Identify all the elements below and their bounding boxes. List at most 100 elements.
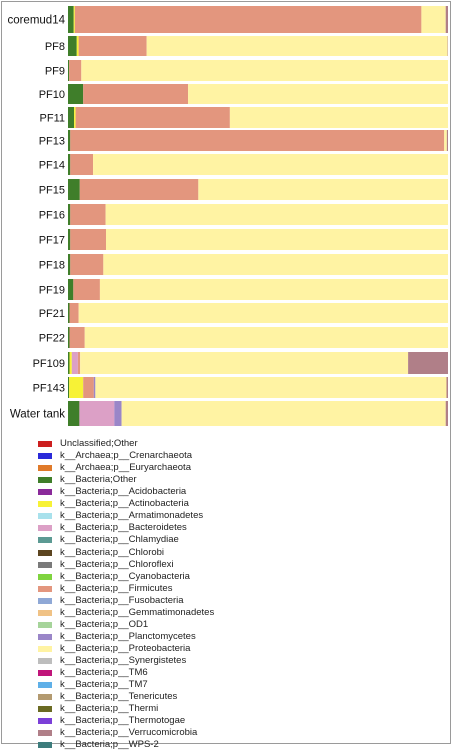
category-label: PF18 [39, 260, 65, 272]
category-label: PF21 [39, 308, 65, 320]
category-label: PF22 [39, 333, 65, 345]
legend-swatch [38, 706, 52, 712]
bar-segment [68, 303, 70, 323]
legend-swatch [38, 513, 52, 519]
bar-segment [421, 6, 445, 33]
legend-swatch [38, 453, 52, 459]
bar-segment [85, 327, 448, 348]
legend-label: Unclassified;Other [60, 438, 138, 450]
legend-label: k__Bacteria;p__Chlorobi [60, 547, 164, 559]
legend-swatch [38, 646, 52, 652]
legend-label: k__Bacteria;p__Bacteroidetes [60, 522, 187, 534]
category-label: PF16 [39, 210, 65, 222]
bar-segment [95, 377, 446, 398]
legend-swatch [38, 694, 52, 700]
category-label: PF10 [39, 89, 65, 101]
bar-segment [79, 401, 114, 426]
category-label: PF143 [33, 383, 65, 395]
bar-segment [70, 130, 444, 151]
legend-swatch [38, 477, 52, 483]
bar-segment [68, 179, 80, 200]
bar-segment [447, 130, 448, 151]
legend-swatch [38, 441, 52, 447]
bar-segment [79, 303, 448, 323]
bar-segment [68, 6, 74, 33]
category-label: PF15 [39, 185, 65, 197]
bar-segment [69, 60, 81, 81]
bar-segment [69, 377, 83, 398]
legend-label: k__Bacteria;p__Fusobacteria [60, 595, 184, 607]
bar-segment [68, 352, 70, 374]
bar-segment [122, 401, 446, 426]
legend-label: k__Bacteria;p__Armatimonadetes [60, 510, 203, 522]
bar-segment [408, 352, 448, 374]
bar-segment [446, 401, 448, 426]
legend-swatch [38, 465, 52, 471]
bar-segment [83, 84, 188, 104]
bar-segment [93, 154, 448, 175]
bar-segment [70, 327, 85, 348]
bar-segment [68, 107, 74, 128]
bar-segment [70, 352, 72, 374]
bar-segment [446, 6, 448, 33]
bar-segment [68, 36, 77, 56]
bar-segment [68, 229, 70, 250]
legend-label: k__Bacteria;p__Actinobacteria [60, 498, 189, 510]
legend-label: k__Bacteria;p__OD1 [60, 619, 148, 631]
legend-label: k__Bacteria;p__Chlamydiae [60, 534, 179, 546]
bar-segment [68, 254, 70, 275]
category-label: PF109 [33, 358, 65, 370]
legend-label: k__Bacteria;p__Chloroflexi [60, 559, 174, 571]
legend-label: k__Bacteria;p__Cyanobacteria [60, 571, 190, 583]
bar-segment [68, 377, 69, 398]
bar-segment [73, 279, 100, 300]
legend-label: k__Bacteria;p__Acidobacteria [60, 486, 186, 498]
legend-label: k__Bacteria;p__Firmicutes [60, 583, 172, 595]
bar-segment [70, 254, 103, 275]
bar-segment [74, 107, 76, 128]
legend-swatch [38, 718, 52, 724]
bar-segment [147, 36, 448, 56]
category-label: PF11 [40, 113, 65, 125]
legend-swatch [38, 537, 52, 543]
bar-segment [77, 36, 79, 56]
legend-label: k__Bacteria;p__TM7 [60, 679, 148, 691]
bar-segment [103, 254, 448, 275]
bar-segment [188, 84, 448, 104]
legend-swatch [38, 598, 52, 604]
bar-segment [80, 179, 199, 200]
legend-swatch [38, 610, 52, 616]
bar-segment [100, 279, 448, 300]
legend-label: k__Bacteria;p__Gemmatimonadetes [60, 607, 214, 619]
bar-segment [68, 204, 70, 225]
legend-swatch [38, 574, 52, 580]
bar-segment [81, 60, 448, 81]
bar-segment [68, 401, 79, 426]
legend-label: k__Bacteria;p__Verrucomicrobia [60, 727, 197, 739]
legend-label: k__Bacteria;p__Synergistetes [60, 655, 186, 667]
bar-segment [68, 154, 70, 175]
legend-label: k__Bacteria;p__TM6 [60, 667, 148, 679]
category-label: PF8 [45, 41, 65, 53]
legend-label: k__Bacteria;Other [60, 474, 137, 486]
bar-segment [78, 352, 80, 374]
category-label: Water tank [10, 409, 65, 421]
legend-swatch [38, 501, 52, 507]
legend-swatch [38, 682, 52, 688]
legend-label: k__Bacteria;p__Thermi [60, 703, 158, 715]
bar-segment [74, 6, 75, 33]
legend-swatch [38, 489, 52, 495]
legend-label: k__Bacteria;p__Planctomycetes [60, 631, 196, 643]
category-label: PF13 [39, 136, 65, 148]
stacked-bar-chart: coremud14PF8PF9PF10PF11PF13PF14PF15PF16P… [0, 0, 454, 430]
bar-segment [75, 6, 422, 33]
bar-segment [68, 130, 70, 151]
bar-segment [446, 377, 448, 398]
bar-segment [106, 204, 448, 225]
bar-segment [68, 60, 69, 81]
bar-segment [68, 279, 73, 300]
bar-segment [72, 352, 78, 374]
legend-label: k__Bacteria;p__Tenericutes [60, 691, 177, 703]
legend-swatch [38, 562, 52, 568]
category-label: PF17 [39, 235, 65, 247]
